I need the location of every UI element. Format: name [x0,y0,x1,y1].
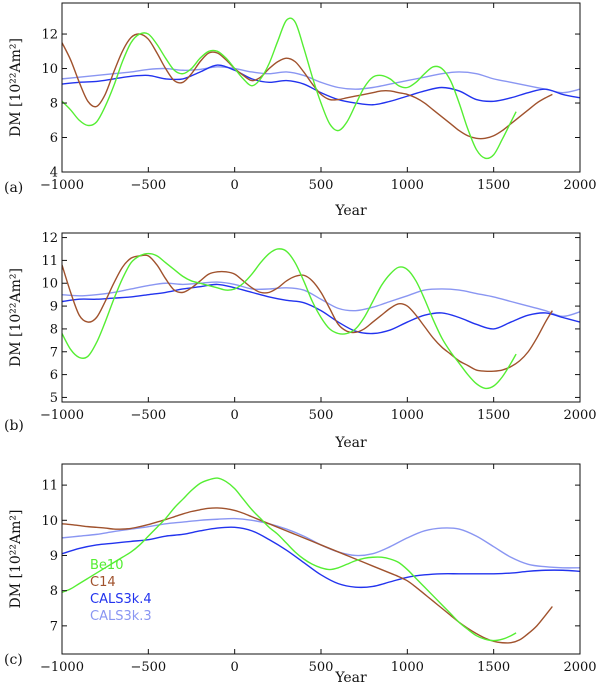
x-tick-label: 0 [231,660,239,675]
series-line-c14 [62,33,553,140]
x-tick-label: 1500 [477,660,510,675]
y-axis-label: DM [10²²Am²] [8,268,24,367]
panel-label: (b) [4,418,24,434]
x-tick-label: 2000 [563,660,596,675]
series-line-be10 [62,17,517,160]
panel-label: (a) [4,180,23,196]
chart-panel-2: −1000 −500 0 500 1000 1500 2000 5 6 7 8 9 10 11 12 Year… [4,231,597,451]
y-tick-label: 7 [50,345,58,360]
x-tick-label: 500 [309,408,334,423]
series-line-cals3k-3 [62,66,580,94]
series-line-c14 [62,507,553,644]
y-tick-label: 11 [41,479,58,494]
y-tick-label: 8 [50,97,58,112]
series-line-cals3k-4 [62,64,580,106]
y-tick-label: 10 [41,277,58,292]
series-line-cals3k-3 [62,517,580,569]
y-tick-label: 10 [41,514,58,529]
panel-label: (c) [4,652,23,668]
x-tick-label: 1000 [391,178,424,193]
x-tick-label: 1500 [477,408,510,423]
y-tick-label: 8 [50,322,58,337]
y-tick-label: 12 [41,231,58,246]
series-line-cals3k-3 [62,281,580,318]
x-axis-label: Year [334,435,367,451]
legend-entry-be10: Be10 [90,558,123,573]
x-tick-label: 2000 [563,178,596,193]
y-tick-label: 6 [50,368,58,383]
y-axis-label: DM [10²²Am²] [8,510,24,609]
x-axis-label: Year [334,203,367,219]
x-tick-label: −1000 [40,408,84,423]
x-tick-label: 500 [309,178,334,193]
y-tick-label: 8 [50,584,58,599]
chart-panel-3: −1000 −500 0 500 1000 1500 2000 7 8 9 10 11 Year DM [… [4,463,597,684]
y-tick-label: 9 [50,549,58,564]
plot-frame [61,2,581,173]
series-line-c14 [62,254,553,373]
y-tick-label: 4 [50,166,58,181]
legend-entry-cals3k-3: CALS3k.3 [90,609,152,624]
plot-frame [61,463,581,655]
series-line-cals3k-4 [62,283,580,335]
y-tick-label: 11 [41,254,58,269]
x-tick-label: 0 [231,408,239,423]
x-tick-label: −1000 [40,660,84,675]
x-tick-label: −500 [130,660,166,675]
y-axis-label: DM [10²²Am²] [8,38,24,137]
y-tick-label: 12 [41,28,58,43]
x-axis-label: Year [334,670,367,684]
y-tick-label: 7 [50,619,58,634]
series-line-be10 [62,477,517,642]
x-tick-label: −1000 [40,178,84,193]
x-tick-label: 0 [231,178,239,193]
legend: Be10 C14 CALS3k.4 CALS3k.3 [90,558,152,624]
series-line-be10 [62,248,517,390]
x-tick-label: −500 [130,408,166,423]
x-tick-label: 1500 [477,178,510,193]
y-tick-label: 10 [41,62,58,77]
x-tick-label: 2000 [563,408,596,423]
x-tick-label: −500 [130,178,166,193]
y-tick-label: 5 [50,391,58,406]
series-line-cals3k-4 [62,526,580,589]
x-tick-label: 1000 [391,408,424,423]
x-tick-label: 1000 [391,660,424,675]
chart-panel-1: −1000 −500 0 500 1000 1500 2000 4 6 8 10 12 Year DM [… [4,2,597,219]
y-tick-label: 9 [50,300,58,315]
x-tick-label: 500 [309,660,334,675]
legend-entry-c14: C14 [90,575,116,590]
y-tick-label: 6 [50,131,58,146]
legend-entry-cals3k-4: CALS3k.4 [90,592,152,607]
